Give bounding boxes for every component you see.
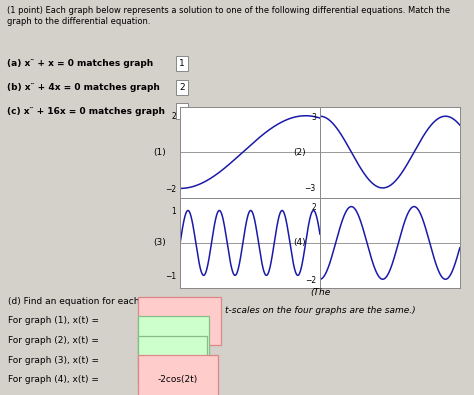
Text: (3): (3) (154, 239, 166, 247)
Text: -2cos(t/2): -2cos(t/2) (157, 316, 201, 325)
Text: (a) x″ + x = 0 matches graph: (a) x″ + x = 0 matches graph (7, 59, 154, 68)
Text: (1): (1) (154, 148, 166, 156)
Text: For graph (1), x(t) =: For graph (1), x(t) = (8, 316, 99, 325)
Text: (c) x″ + 16x = 0 matches graph: (c) x″ + 16x = 0 matches graph (7, 107, 165, 116)
Text: (4): (4) (293, 239, 306, 247)
Text: (1 point) Each graph below represents a solution to one of the following differe: (1 point) Each graph below represents a … (7, 6, 450, 26)
Text: (2): (2) (293, 148, 306, 156)
Text: 2: 2 (179, 83, 185, 92)
Text: For graph (4), x(t) =: For graph (4), x(t) = (8, 375, 99, 384)
Text: t-scales on the four graphs are the same.): t-scales on the four graphs are the same… (225, 306, 415, 315)
Text: 1: 1 (179, 59, 185, 68)
Text: (d) Find an equation for each of the graphs:: (d) Find an equation for each of the gra… (8, 297, 206, 306)
Text: 3: 3 (179, 107, 185, 116)
Text: For graph (2), x(t) =: For graph (2), x(t) = (8, 336, 99, 345)
Text: sin(4t): sin(4t) (157, 356, 187, 365)
Text: (b) x″ + 4x = 0 matches graph: (b) x″ + 4x = 0 matches graph (7, 83, 160, 92)
Text: 3cos(t): 3cos(t) (157, 336, 189, 345)
Text: For graph (3), x(t) =: For graph (3), x(t) = (8, 356, 99, 365)
Text: (The: (The (310, 288, 330, 297)
Text: -2cos(2t): -2cos(2t) (157, 375, 198, 384)
